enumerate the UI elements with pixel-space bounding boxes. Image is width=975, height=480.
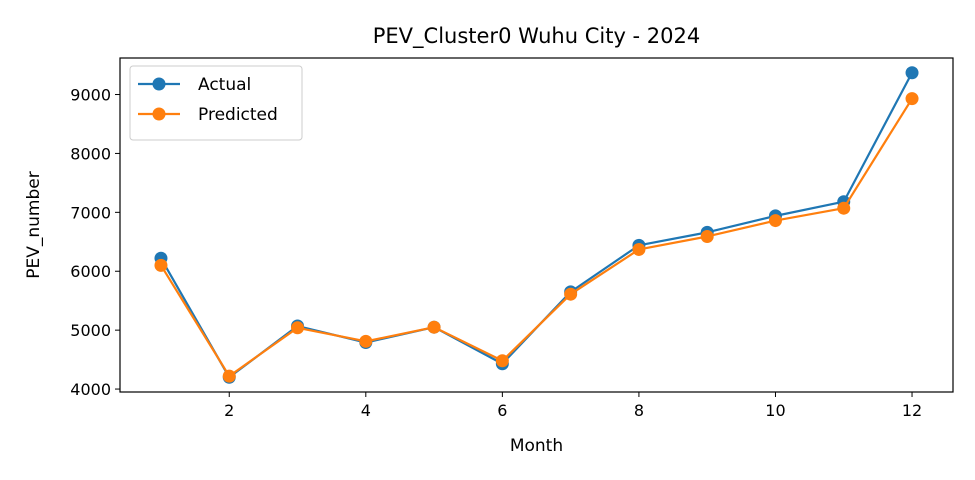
x-tick-label: 2 xyxy=(224,401,234,420)
data-point-predicted xyxy=(154,258,168,272)
y-tick-label: 6000 xyxy=(70,262,111,281)
legend-label-actual: Actual xyxy=(198,75,251,95)
data-point-predicted xyxy=(291,321,305,335)
data-point-predicted xyxy=(222,369,236,383)
data-point-predicted xyxy=(632,242,646,256)
x-tick-label: 8 xyxy=(634,401,644,420)
data-point-predicted xyxy=(564,287,578,301)
series-layer xyxy=(154,66,919,384)
y-axis-title: PEV_number xyxy=(24,171,44,278)
data-point-predicted xyxy=(837,201,851,215)
data-point-actual xyxy=(905,66,919,80)
plot-frame xyxy=(119,57,954,393)
series-predicted xyxy=(154,92,919,383)
legend-label-predicted: Predicted xyxy=(198,105,278,125)
data-point-predicted xyxy=(700,229,714,243)
y-axis: 4000 5000 6000 7000 8000 9000 xyxy=(70,86,120,399)
data-point-predicted xyxy=(495,354,509,368)
x-tick-label: 6 xyxy=(497,401,507,420)
legend-marker-predicted xyxy=(152,107,166,121)
y-tick-label: 5000 xyxy=(70,321,111,340)
data-point-predicted xyxy=(768,214,782,228)
y-tick-label: 8000 xyxy=(70,144,111,163)
data-point-predicted xyxy=(905,92,919,106)
x-axis: 2 4 6 8 10 12 xyxy=(224,392,922,420)
x-tick-label: 4 xyxy=(361,401,371,420)
x-tick-label: 12 xyxy=(902,401,922,420)
legend-marker-actual xyxy=(152,77,166,91)
chart-title: PEV_Cluster0 Wuhu City - 2024 xyxy=(373,24,701,49)
y-tick-label: 7000 xyxy=(70,203,111,222)
series-line-predicted xyxy=(160,98,913,378)
data-point-predicted xyxy=(359,334,373,348)
x-axis-title: Month xyxy=(510,436,563,456)
y-tick-label: 4000 xyxy=(70,380,111,399)
x-tick-label: 10 xyxy=(765,401,785,420)
legend: Actual Predicted xyxy=(129,65,303,141)
data-point-predicted xyxy=(427,320,441,334)
y-tick-label: 9000 xyxy=(70,86,111,105)
